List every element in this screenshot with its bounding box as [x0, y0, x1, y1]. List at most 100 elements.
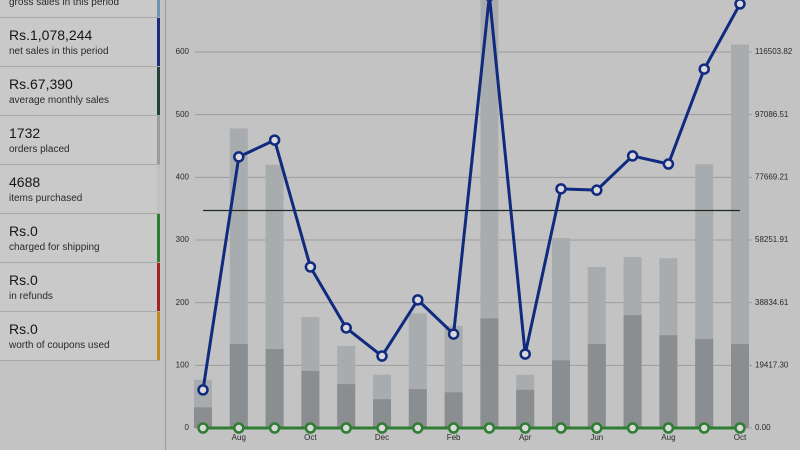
summary-item: Rs.1,078,244 net sales in this period: [0, 18, 160, 67]
line-point: [519, 422, 531, 434]
line-point: [376, 350, 388, 362]
line-point: [483, 422, 496, 434]
summary-value: 1732: [9, 125, 41, 141]
x-tick-label: Dec: [375, 433, 389, 442]
color-stripe: [157, 18, 160, 66]
x-tick-label: Feb: [447, 433, 461, 442]
summary-item: 1732 orders placed: [0, 116, 160, 165]
bar: [516, 389, 535, 428]
bar: [337, 384, 356, 428]
line-point: [698, 422, 710, 434]
line-point: [734, 422, 746, 434]
bar: [373, 399, 391, 428]
bar: [444, 392, 463, 428]
y-tick-label: 600: [176, 47, 190, 56]
y2-tick-label: 97086.51: [755, 110, 789, 119]
x-tick-label: Apr: [519, 433, 532, 442]
line-point: [555, 183, 567, 195]
summary-item: Rs.67,390 average monthly sales: [0, 67, 160, 116]
line-point: [626, 150, 639, 162]
color-stripe: [157, 116, 160, 164]
line-point: [698, 63, 710, 75]
bar: [408, 389, 427, 428]
summary-label: net sales in this period: [9, 46, 109, 57]
bar: [194, 407, 212, 428]
line-point: [447, 328, 460, 340]
summary-label: items purchased: [9, 193, 83, 204]
y2-tick-label: 77669.21: [755, 172, 789, 181]
line-point: [340, 322, 352, 334]
summary-item: 4688 items purchased: [0, 165, 160, 214]
line-point: [268, 422, 281, 434]
line-point: [197, 422, 209, 434]
summary-sidebar: gross sales in this period Rs.1,078,244 ne…: [0, 0, 160, 361]
color-stripe: [157, 165, 160, 213]
summary-label: charged for shipping: [9, 242, 100, 253]
bar: [265, 349, 284, 428]
line-point: [304, 261, 317, 273]
y2-tick-label: 58251.91: [755, 235, 789, 244]
color-stripe: [157, 263, 160, 311]
bar: [480, 318, 499, 428]
line-point: [591, 184, 603, 196]
line: [201, 0, 742, 391]
x-tick-label: Oct: [304, 433, 317, 442]
summary-value: Rs.0: [9, 272, 38, 288]
summary-value: Rs.1,078,244: [9, 27, 93, 43]
color-stripe: [157, 67, 160, 115]
color-stripe: [157, 312, 160, 360]
color-stripe: [157, 214, 160, 262]
line-point: [626, 422, 639, 434]
bar: [552, 360, 570, 428]
line-point: [519, 348, 531, 360]
line-point: [734, 0, 746, 10]
line-point: [662, 422, 675, 434]
line-point: [376, 422, 388, 434]
summary-item: gross sales in this period: [0, 0, 160, 18]
x-tick-label: Oct: [734, 433, 747, 442]
bar: [731, 44, 749, 429]
bar: [659, 335, 678, 428]
summary-item: Rs.0 worth of coupons used: [0, 312, 160, 361]
line-point: [555, 422, 567, 434]
line-point: [197, 384, 209, 396]
summary-item: Rs.0 in refunds: [0, 263, 160, 312]
summary-value: Rs.0: [9, 321, 38, 337]
x-tick-label: Aug: [661, 433, 675, 442]
summary-label: orders placed: [9, 144, 70, 155]
y2-tick-label: 19417.30: [755, 360, 789, 369]
bar: [229, 344, 248, 428]
bar: [623, 315, 642, 428]
line-point: [412, 422, 424, 434]
summary-value: Rs.0: [9, 223, 38, 239]
y2-tick-label: 116503.82: [755, 47, 793, 56]
line-point: [662, 158, 675, 170]
bar: [587, 344, 606, 428]
summary-value: 4688: [9, 174, 41, 190]
line-point: [304, 422, 317, 434]
bar: [695, 339, 714, 428]
summary-label: worth of coupons used: [9, 340, 110, 351]
line-point: [447, 422, 460, 434]
x-tick-label: Aug: [232, 433, 246, 442]
summary-label: average monthly sales: [9, 95, 110, 106]
y2-tick-label: 38834.61: [755, 298, 789, 307]
y-tick-label: 200: [176, 298, 190, 307]
bar: [731, 344, 749, 428]
y-tick-label: 400: [176, 172, 190, 181]
summary-label: in refunds: [9, 291, 53, 302]
line-point: [340, 422, 352, 434]
line-point: [233, 422, 245, 434]
y-tick-label: 100: [176, 360, 190, 369]
line-point: [233, 151, 245, 163]
line-point: [412, 294, 424, 306]
y-tick-label: 300: [176, 235, 190, 244]
color-stripe: [157, 0, 160, 17]
summary-item: Rs.0 charged for shipping: [0, 214, 160, 263]
x-tick-label: Jun: [590, 433, 603, 442]
bar: [301, 370, 320, 428]
y-tick-label: 0: [185, 423, 190, 432]
y2-tick-label: 0.00: [755, 423, 771, 432]
